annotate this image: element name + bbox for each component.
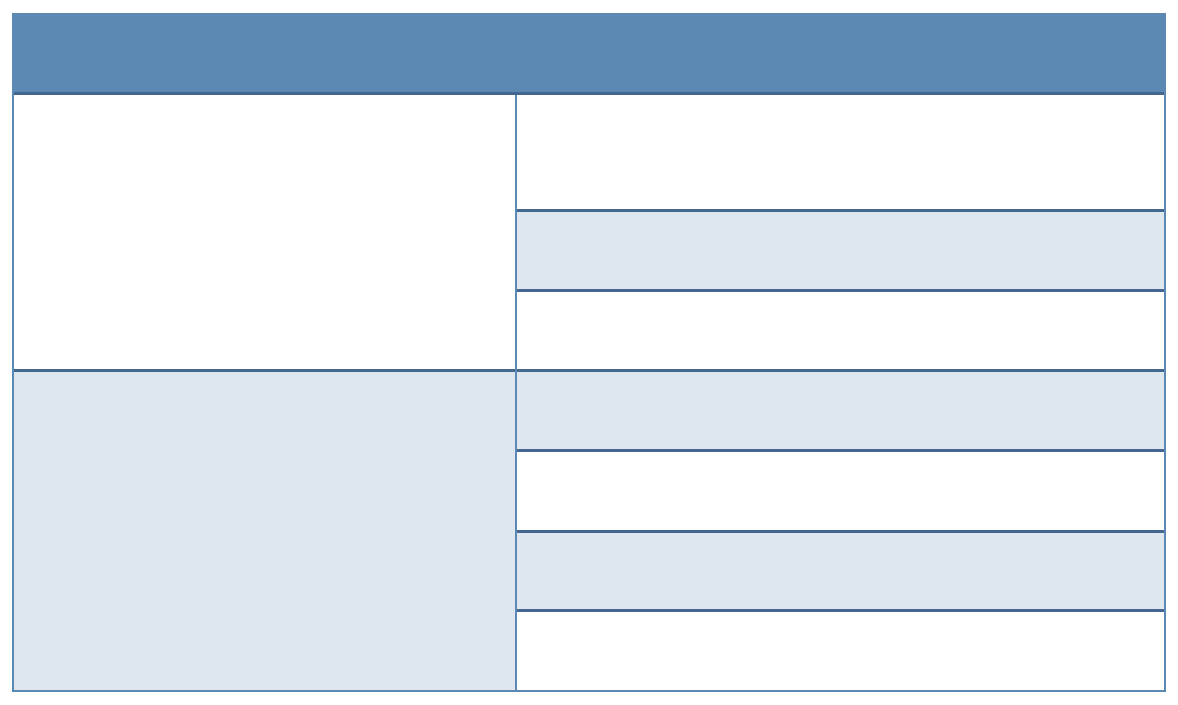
table-cell-right-7[interactable] <box>517 609 1164 690</box>
table-body <box>14 95 1164 690</box>
empty-table <box>12 13 1166 692</box>
table-cell-left-2[interactable] <box>14 369 515 690</box>
table-left-column <box>14 95 517 690</box>
table-cell-right-5[interactable] <box>517 449 1164 530</box>
table-cell-right-4[interactable] <box>517 369 1164 449</box>
table-right-column <box>517 95 1164 690</box>
table-header-cell[interactable] <box>14 15 1164 95</box>
table-cell-right-2[interactable] <box>517 209 1164 289</box>
table-cell-right-1[interactable] <box>517 95 1164 209</box>
table-cell-right-3[interactable] <box>517 289 1164 369</box>
table-cell-left-1[interactable] <box>14 95 515 369</box>
table-cell-right-6[interactable] <box>517 530 1164 609</box>
